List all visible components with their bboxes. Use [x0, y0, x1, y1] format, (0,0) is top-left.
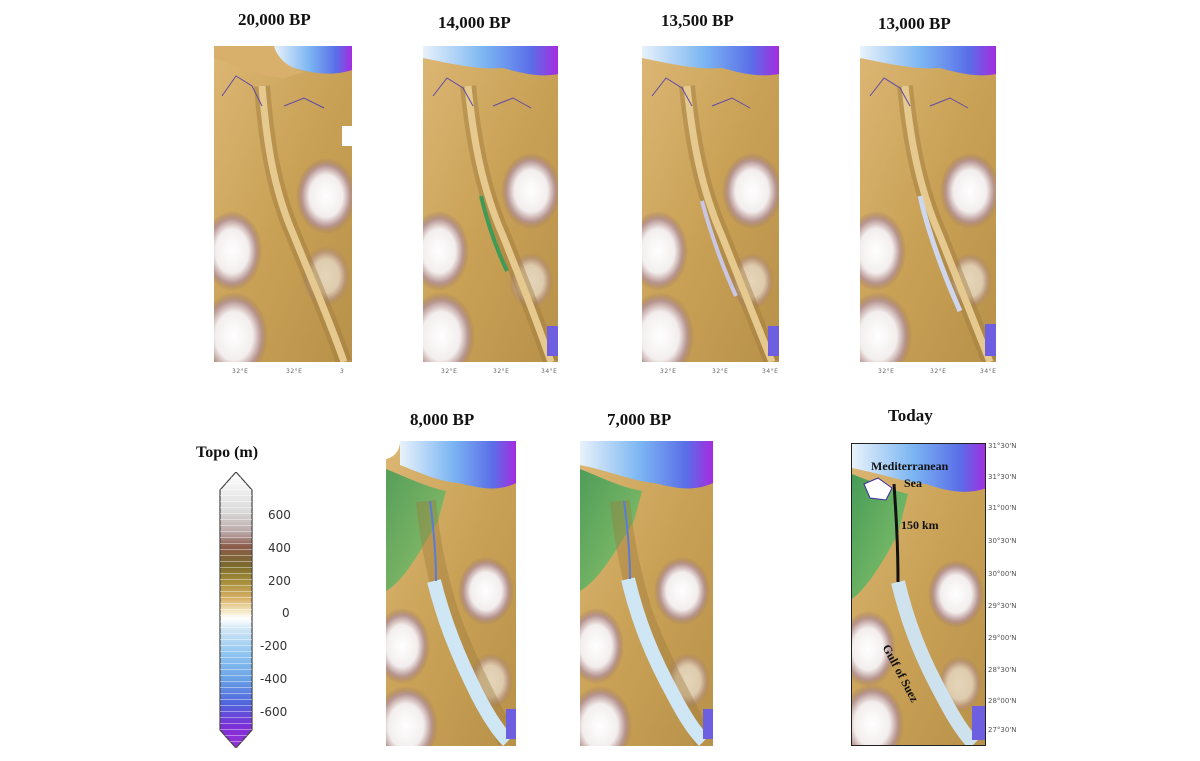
sea-label-line-1: Mediterranean [871, 459, 949, 473]
tick-label: 32°E [232, 368, 249, 375]
lat-label: 30°30'N [988, 537, 1017, 545]
lat-label: 29°00'N [988, 634, 1017, 642]
panel-title-13000: 13,000 BP [878, 14, 951, 33]
lat-label: 31°30'N [988, 442, 1017, 450]
colorbar-label: 600 [268, 508, 291, 522]
tick-label: 34°E [762, 368, 779, 375]
lat-label: 31°30'N [988, 473, 1017, 481]
colorbar-label: -200 [260, 639, 288, 653]
panel-title-14000: 14,000 BP [438, 13, 511, 32]
tick-label: 34°E [980, 368, 997, 375]
colorbar-label: -600 [260, 705, 288, 719]
panel-title-7000: 7,000 BP [607, 410, 672, 429]
topography-colorbar [218, 471, 254, 749]
lat-label: 31°00'N [988, 504, 1017, 512]
colorbar-label: -400 [260, 672, 288, 686]
panel-title-today: Today [888, 406, 933, 425]
colorbar-title: Topo (m) [196, 444, 259, 461]
map-8000-bp [386, 441, 516, 746]
panel-title-8000: 8,000 BP [410, 410, 475, 429]
tick-label: 32°E [930, 368, 947, 375]
map-today [851, 443, 986, 746]
panel-title-20000: 20,000 BP [238, 10, 311, 29]
tick-label: 32°E [878, 368, 895, 375]
lat-label: 28°30'N [988, 666, 1017, 674]
map-13500-bp [642, 46, 779, 362]
colorbar-label: 0 [282, 606, 290, 620]
tick-label: 32°E [660, 368, 677, 375]
lat-label: 29°30'N [988, 602, 1017, 610]
tick-label: 32°E [493, 368, 510, 375]
map-14000-bp [423, 46, 558, 362]
lat-label: 30°00'N [988, 570, 1017, 578]
colorbar-label: 400 [268, 541, 291, 555]
distance-label: 150 km [901, 518, 939, 532]
tick-label: 34°E [541, 368, 558, 375]
map-13000-bp [860, 46, 996, 362]
panel-title-13500: 13,500 BP [661, 11, 734, 30]
tick-label: 32°E [441, 368, 458, 375]
map-7000-bp [580, 441, 713, 746]
tick-label: 3 [340, 368, 345, 375]
colorbar-label: 200 [268, 574, 291, 588]
sea-label-line-2: Sea [904, 476, 922, 490]
tick-label: 32°E [286, 368, 303, 375]
lat-label: 27°30'N [988, 726, 1017, 734]
map-20000-bp [214, 46, 352, 362]
tick-label: 32°E [712, 368, 729, 375]
lat-label: 28°00'N [988, 697, 1017, 705]
